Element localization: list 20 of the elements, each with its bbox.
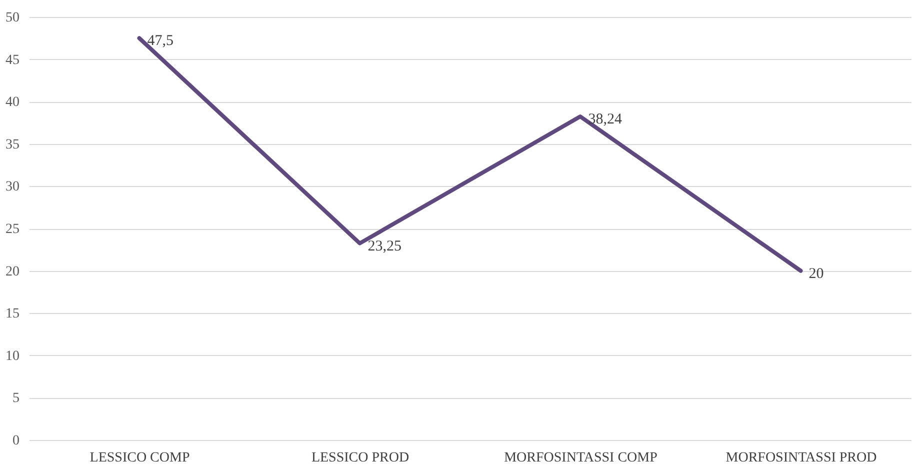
x-tick-label: LESSICO PROD <box>311 450 410 466</box>
data-label: 20 <box>808 266 824 282</box>
y-tick-label: 15 <box>6 306 20 322</box>
y-tick-label: 20 <box>6 264 20 280</box>
x-tick-label: MORFOSINTASSI PROD <box>726 450 877 466</box>
x-tick-label: MORFOSINTASSI COMP <box>504 450 658 466</box>
line-series <box>137 36 803 273</box>
x-tick-label: LESSICO COMP <box>90 450 190 466</box>
y-tick-label: 45 <box>6 52 20 68</box>
data-label: 23,25 <box>368 238 402 254</box>
y-tick-label: 50 <box>6 10 20 26</box>
data-label: 38,24 <box>588 111 622 128</box>
y-tick-label: 30 <box>6 180 20 195</box>
y-tick-label: 35 <box>6 137 20 152</box>
y-tick-label: 25 <box>6 222 20 237</box>
y-tick-label: 40 <box>6 95 20 110</box>
y-tick-label: 5 <box>12 391 20 406</box>
y-tick-label: 0 <box>12 434 20 448</box>
y-tick-label: 10 <box>6 348 20 364</box>
data-label: 47,5 <box>147 33 174 50</box>
